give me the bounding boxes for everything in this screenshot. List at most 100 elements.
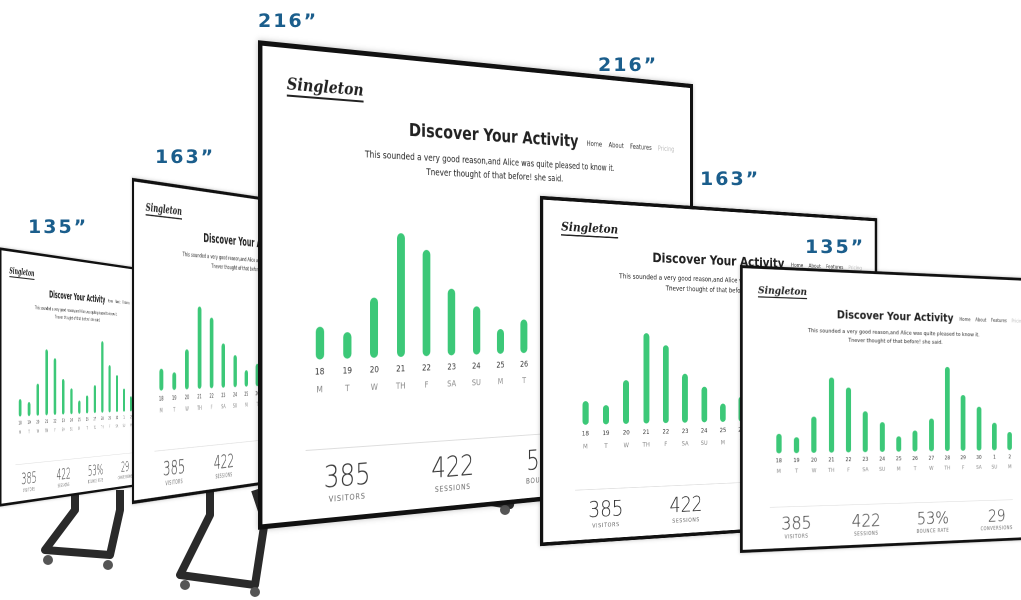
bar [829,377,834,452]
stat: 53%BOUNCE RATE [82,460,109,485]
bar [977,407,982,451]
day-label: 21 [637,429,655,436]
stat-label: SESSIONS [836,530,897,538]
stat: 385 VISITORS [764,512,827,540]
bar [159,369,163,391]
day-label: 23 [60,418,67,423]
chart: 18 M 19 T 20 W 21 TH 22 F 23 SA 24 SU 25 M 26 T 27 W 28 TH 29 F… [770,364,1018,477]
day-label: 20 [362,365,386,376]
bar [961,395,966,451]
stat: 385 VISITORS [297,455,395,506]
weekday-label: TH [389,381,412,392]
bar [521,319,528,353]
size-label: 216” [258,10,318,32]
size-label: 163” [155,146,215,168]
bar [101,341,103,413]
day-label: 21 [824,457,840,463]
bar [682,374,688,423]
bar [582,401,588,425]
size-label: 216” [598,54,658,76]
day-label: 19 [597,430,615,438]
weekday-label: SU [875,467,890,473]
day-label: 22 [415,363,438,373]
weekday-label: M [307,385,332,396]
weekday-label: M [576,443,595,451]
weekday-label: SU [230,403,240,410]
stat-value: 422 [836,510,897,532]
day-label: 20 [34,419,42,425]
weekday-label: TH [43,428,51,434]
bar [811,416,816,453]
day-label: 18 [307,367,332,378]
screen: SingletonHomeAboutFeaturesPricingDiscove… [740,265,1021,553]
weekday-label: SU [121,423,127,428]
day-label: 20 [617,430,635,438]
weekday-label: T [335,384,360,395]
day-label: 18 [155,396,167,403]
bar [846,387,851,452]
bar [423,249,431,356]
stat: 385 VISITORS [13,467,45,494]
day-label: 24 [230,392,240,399]
day-label: 2 [1003,454,1017,460]
bar [473,306,480,354]
stat: 29CONVERSIONS [969,506,1021,532]
weekday-label: W [91,425,98,430]
bar [397,233,405,357]
size-label: 163” [700,168,760,190]
bar [896,437,901,452]
stat: 422 SESSIONS [49,464,79,490]
weekday-label: W [181,406,192,413]
weekday-label: T [908,466,923,472]
bar [19,399,22,417]
bar [315,326,323,359]
day-label: 26 [514,360,535,370]
bar [497,329,504,354]
stat-label: BOUNCE RATE [904,527,962,534]
weekday-label: M [155,408,167,415]
weekday-label: TH [194,405,205,412]
bar [123,388,125,411]
weekday-label: M [490,377,511,387]
weekday-label: TH [940,465,954,471]
bar [992,423,997,451]
stat-value: 385 [764,512,827,535]
weekday-label: SU [987,465,1001,471]
bar [623,380,629,424]
weekday-label: TH [99,425,106,430]
weekday-label: TH [824,468,840,474]
bar [28,402,31,416]
logo: Singleton [9,265,34,280]
logo: Singleton [146,201,182,220]
weekday-label: F [841,467,856,473]
weekday-label: F [956,465,970,471]
day-label: 19 [335,366,360,377]
day-label: 30 [972,455,986,461]
weekday-label: T [597,443,615,451]
weekday-label: F [51,427,59,433]
stat: 422 SESSIONS [407,448,497,497]
bar [720,404,726,422]
bar [245,371,248,387]
weekday-label: M [16,430,24,436]
day-label: 24 [465,361,487,371]
weekday-label: SA [972,465,986,471]
day-label: 19 [789,458,805,464]
weekday-label: M [715,440,732,447]
weekday-label: T [84,425,91,430]
size-label: 135” [805,236,865,258]
weekday-label: SA [60,427,67,432]
day-label: 24 [875,456,890,462]
bar [913,430,918,451]
day-label: 20 [806,458,822,464]
logo: Singleton [561,220,618,239]
day-label: 21 [194,394,205,401]
stat: 422 SESSIONS [651,492,720,526]
bar [185,349,189,389]
day-label: 29 [106,416,113,421]
day-label: 25 [715,427,732,434]
screen: SingletonHomeAboutFeaturesPricingDiscove… [0,247,144,506]
bar [116,375,118,412]
size-label: 135” [28,216,88,238]
description: This sounded a very good reason,and Alic… [743,324,1021,348]
